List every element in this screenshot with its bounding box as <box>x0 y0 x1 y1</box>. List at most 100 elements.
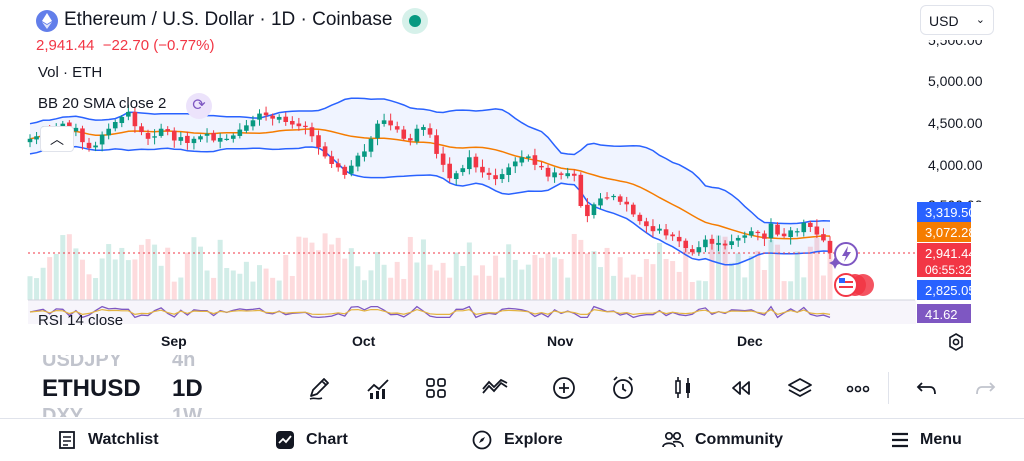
volume-bar <box>440 262 446 300</box>
add-icon[interactable] <box>547 371 581 405</box>
price-chart[interactable] <box>0 0 1024 330</box>
volume-bar <box>722 236 728 300</box>
candle-body <box>689 249 695 253</box>
undo-icon[interactable] <box>910 371 944 405</box>
volume-bar <box>27 276 33 300</box>
nav-watchlist-label: Watchlist <box>88 431 159 448</box>
chart-type-icon[interactable] <box>666 371 700 405</box>
volume-bar <box>270 277 276 300</box>
bollinger-indicator-label[interactable]: BB 20 SMA close 2 <box>38 95 167 112</box>
candle-body <box>683 240 689 248</box>
volume-bar <box>506 244 512 300</box>
alert-icon[interactable] <box>606 371 640 405</box>
candle-body <box>408 138 413 141</box>
volume-bar <box>119 247 125 300</box>
prev-symbol[interactable]: USDJPY <box>42 355 123 371</box>
candle-body <box>447 163 452 179</box>
rsi-indicator-label[interactable]: RSI 14 close <box>38 312 124 329</box>
candle-body <box>34 136 39 140</box>
symbol-interval-picker[interactable]: USDJPY 4h ETHUSD 1D DXY 1W <box>42 355 222 417</box>
volume-bar <box>801 277 807 300</box>
volume-bar <box>617 257 623 300</box>
candle-body <box>342 166 348 175</box>
volume-bar <box>401 278 407 300</box>
currency-select[interactable]: USD ⌄ <box>920 5 994 35</box>
templates-icon[interactable] <box>419 371 453 405</box>
candle-body <box>73 127 79 132</box>
candle-body <box>112 122 118 129</box>
community-icon <box>662 431 684 448</box>
volume-bar <box>611 275 617 300</box>
volume-bar <box>316 250 322 300</box>
last-price-tag: 2,941.44 06:55:32 <box>917 243 976 277</box>
watchlist-icon <box>59 431 75 449</box>
volume-indicator-label[interactable]: Vol · ETH <box>38 64 103 81</box>
candle-body <box>27 138 33 143</box>
collapse-legend-button[interactable]: ︿ <box>40 126 74 152</box>
volume-bar <box>348 248 354 300</box>
volume-bar <box>257 265 263 300</box>
next-interval[interactable]: 1W <box>172 405 202 417</box>
nav-menu-label: Menu <box>920 431 962 448</box>
current-symbol[interactable]: ETHUSD <box>42 375 141 402</box>
candle-body <box>329 156 334 164</box>
volume-bar <box>237 273 243 300</box>
candle-body <box>152 136 157 138</box>
current-interval[interactable]: 1D <box>172 375 203 402</box>
volume-bar <box>571 233 577 300</box>
volume-bar <box>171 281 177 300</box>
candle-body <box>552 172 557 178</box>
candle-body <box>703 239 708 248</box>
volume-bar <box>243 261 249 300</box>
candle-body <box>316 135 321 148</box>
price-change: −22.70 (−0.77%) <box>102 37 215 54</box>
candle-body <box>729 241 734 245</box>
ethereum-icon <box>36 10 58 32</box>
volume-bar <box>427 264 433 300</box>
candle-body <box>191 138 197 144</box>
volume-bar <box>53 253 59 300</box>
volume-bar <box>184 252 190 300</box>
volume-bar <box>702 281 708 300</box>
compare-icon[interactable] <box>478 371 512 405</box>
volume-bar <box>289 275 295 300</box>
volume-bar <box>66 234 72 300</box>
earnings-flags[interactable] <box>834 273 874 297</box>
indicators-icon[interactable] <box>361 371 395 405</box>
market-status-icon[interactable] <box>402 8 428 34</box>
volume-bar <box>729 262 735 300</box>
volume-bar <box>538 257 544 300</box>
volume-bar <box>375 252 381 300</box>
candle-body <box>585 204 590 217</box>
volume-bar <box>716 235 722 300</box>
volume-bar <box>512 259 518 300</box>
candle-body <box>381 120 387 124</box>
replay-icon[interactable] <box>724 371 758 405</box>
chevron-down-icon: ⌄ <box>975 14 985 26</box>
volume-bar <box>99 258 105 300</box>
candle-body <box>611 195 616 198</box>
lightning-icon[interactable] <box>829 242 858 269</box>
volume-bar <box>768 239 774 300</box>
pencil-icon[interactable] <box>302 371 336 405</box>
volume-bar <box>204 270 210 300</box>
volume-bar <box>355 266 361 300</box>
candle-body <box>250 120 256 127</box>
candle-body <box>80 128 85 143</box>
candle-body <box>539 165 544 168</box>
symbol-title[interactable]: Ethereum / U.S. Dollar · 1D · Coinbase <box>64 9 393 30</box>
candle-body <box>368 138 374 152</box>
candle-body <box>349 165 354 174</box>
prev-interval[interactable]: 4h <box>172 355 196 371</box>
next-symbol[interactable]: DXY <box>42 405 84 417</box>
volume-bar <box>283 255 289 300</box>
more-icon[interactable] <box>841 371 875 405</box>
layers-icon[interactable] <box>783 371 817 405</box>
volume-bar <box>473 275 479 300</box>
candle-body <box>499 174 505 180</box>
settings-icon[interactable] <box>946 332 966 352</box>
redo-icon[interactable] <box>968 371 1002 405</box>
loading-refresh-icon[interactable]: ⟳ <box>186 93 212 119</box>
candle-body <box>735 237 741 241</box>
candle-body <box>749 231 754 236</box>
